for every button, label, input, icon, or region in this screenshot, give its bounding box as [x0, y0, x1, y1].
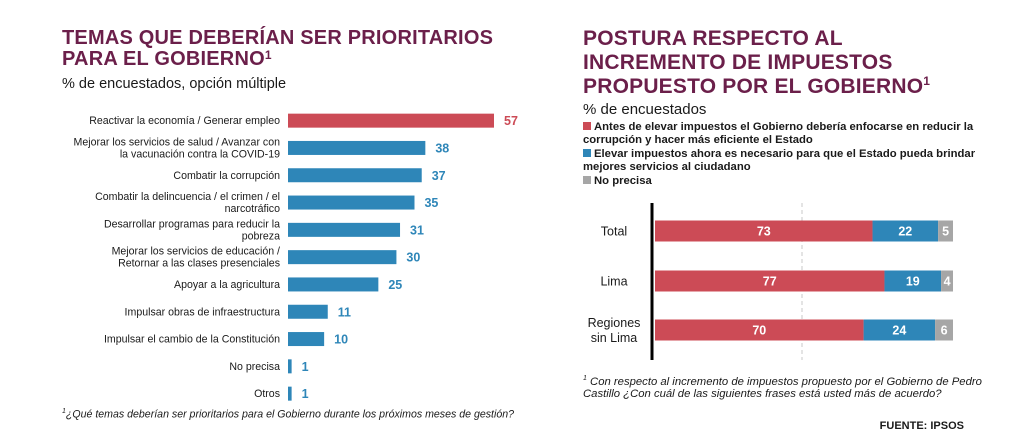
category-label: Combatir la delincuencia / el crimen / e… [95, 191, 280, 203]
segment-value-label: 24 [892, 324, 906, 338]
right-legend: Antes de elevar impuestos el Gobierno de… [583, 121, 983, 188]
right-chart-title: POSTURA RESPECTO AL INCREMENTO DE IMPUES… [583, 27, 1003, 99]
stacked-segment [655, 270, 885, 292]
left-footnote-sup: 1 [62, 408, 66, 415]
category-label: Impulsar obras de infraestructura [125, 306, 281, 318]
bar-value-label: 35 [424, 196, 438, 210]
segment-value-label: 6 [941, 324, 948, 338]
row-category-label: Total [601, 225, 627, 239]
legend-item-red: Antes de elevar impuestos el Gobierno de… [583, 121, 983, 147]
bar [288, 277, 379, 292]
category-label: Mejorar los servicios de salud / Avanzar… [74, 136, 281, 148]
left-title-line2-text: PARA EL GOBIERNO [62, 48, 265, 70]
right-title-line3-text: PROPUESTO POR EL GOBIERNO [583, 75, 924, 98]
category-label: Retornar a las clases presenciales [118, 258, 280, 270]
stacked-segment [655, 220, 873, 242]
bar [288, 304, 328, 319]
bar [288, 168, 422, 183]
bar [288, 386, 292, 401]
category-label: narcotráfico [225, 203, 280, 215]
segment-value-label: 73 [757, 225, 771, 239]
right-title-line1: POSTURA RESPECTO AL [583, 27, 843, 50]
category-label: Combatir la corrupción [173, 170, 280, 182]
segment-value-label: 77 [763, 275, 777, 289]
segment-value-label: 22 [898, 225, 912, 239]
stacked-segment [863, 319, 936, 341]
bar-value-label: 1 [302, 360, 309, 374]
category-label: pobreza [242, 230, 280, 242]
legend-text-red: Antes de elevar impuestos el Gobierno de… [583, 121, 974, 146]
category-label: No precisa [229, 361, 280, 373]
stacked-segment [884, 270, 942, 292]
left-subtitle: % de encuestados, opción múltiple [62, 76, 287, 92]
bar [288, 113, 494, 128]
source-label: FUENTE: IPSOS [879, 420, 964, 432]
stacked-segment [655, 319, 864, 341]
right-footnote: 1 Con respecto al incremento de impuesto… [583, 373, 983, 401]
stacked-segment [941, 270, 953, 292]
segment-value-label: 4 [944, 275, 951, 289]
left-title-line1: TEMAS QUE DEBERÍAN SER PRIORITARIOS [62, 27, 494, 49]
row-category-label: Lima [600, 275, 627, 289]
right-footnote-sup: 1 [583, 375, 587, 382]
bar-value-label: 31 [410, 223, 424, 237]
bar [288, 359, 292, 374]
category-label: Otros [254, 388, 280, 400]
right-footnote-text: Con respecto al incremento de impuestos … [583, 375, 982, 401]
left-title-sup: 1 [264, 48, 272, 62]
left-footnote: 1¿Qué temas deberían ser prioritarios pa… [62, 406, 532, 421]
bar [288, 250, 397, 265]
bar-value-label: 38 [435, 141, 449, 155]
legend-swatch-blue [583, 149, 591, 157]
bar-value-label: 11 [338, 305, 351, 319]
legend-item-blue: Elevar impuestos ahora es necesario para… [583, 148, 983, 174]
row-category-label: Regiones [588, 316, 641, 330]
bar [288, 222, 401, 237]
category-label: la vacunación contra la COVID-19 [120, 148, 280, 160]
category-label: Mejorar los servicios de educación / [112, 246, 280, 258]
segment-value-label: 5 [942, 225, 949, 239]
bar [288, 332, 325, 347]
left-chart-title: TEMAS QUE DEBERÍAN SER PRIORITARIOS PARA… [62, 28, 532, 70]
legend-swatch-gray [583, 176, 591, 184]
right-title-sup: 1 [923, 74, 931, 88]
stacked-segment [935, 319, 953, 341]
left-bar-chart: 57 Reactivar la economía / Generar empleo… [74, 113, 518, 401]
bar-value-label: 30 [406, 251, 420, 265]
left-footnote-text: ¿Qué temas deberían ser prioritarios par… [65, 408, 515, 421]
bar [288, 195, 415, 210]
bar-value-label: 10 [334, 333, 348, 347]
legend-item-gray: No precisa [583, 175, 983, 188]
legend-text-blue: Elevar impuestos ahora es necesario para… [583, 148, 976, 173]
segment-value-label: 19 [906, 275, 920, 289]
bar-value-label: 1 [302, 387, 309, 401]
legend-text-gray: No precisa [594, 175, 652, 187]
legend-swatch-red [583, 122, 591, 130]
category-label: Impulsar el cambio de la Constitución [104, 334, 280, 346]
bar-value-label: 57 [504, 114, 518, 128]
stacked-segment [872, 220, 939, 242]
row-category-label: sin Lima [591, 331, 638, 345]
category-label: Desarrollar programas para reducir la [104, 218, 280, 230]
right-title-line2: INCREMENTO DE IMPUESTOS [583, 51, 893, 74]
stacked-segment [938, 220, 953, 242]
bar [288, 140, 426, 155]
segment-value-label: 70 [752, 324, 766, 338]
category-label: Apoyar a la agricultura [174, 279, 280, 291]
right-subtitle: % de encuestados [583, 101, 707, 118]
left-title-line2: PARA EL GOBIERNO1 [62, 49, 532, 70]
bar-value-label: 37 [432, 169, 446, 183]
bar-value-label: 25 [388, 278, 402, 292]
right-title-line3: PROPUESTO POR EL GOBIERNO1 [583, 75, 1003, 99]
category-label: Reactivar la economía / Generar empleo [89, 115, 280, 127]
